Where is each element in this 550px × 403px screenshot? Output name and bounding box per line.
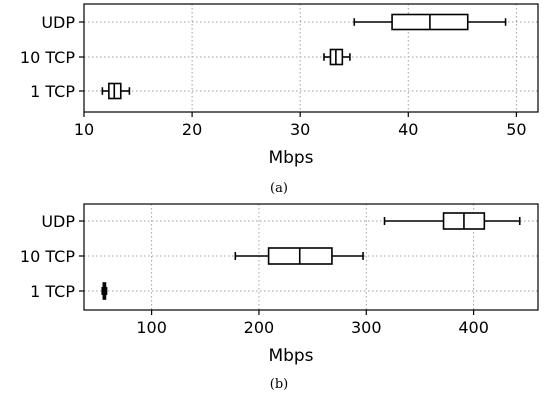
x-axis-title: Mbps xyxy=(268,148,313,168)
box-1-tcp xyxy=(101,82,131,100)
x-tick-label: 400 xyxy=(458,318,489,337)
x-tick-label: 50 xyxy=(506,120,526,139)
panel-a: 10 20 30 40 50 UDP 10 TCP 1 TCP Mbps (a) xyxy=(20,3,539,196)
y-tick-label: 1 TCP xyxy=(30,282,75,301)
box-1-tcp xyxy=(101,282,108,300)
x-tick-label: 40 xyxy=(398,120,418,139)
y-tick-label: UDP xyxy=(41,13,75,32)
box-10-tcp xyxy=(234,247,364,265)
x-axis-title: Mbps xyxy=(268,346,313,366)
x-tick-label: 30 xyxy=(290,120,310,139)
box-10-tcp xyxy=(323,48,351,66)
plot-frame xyxy=(83,203,539,311)
panel-b: 100 200 300 400 UDP 10 TCP 1 TCP Mbps (b) xyxy=(20,203,539,392)
plot-frame xyxy=(83,3,539,113)
panel-caption: (a) xyxy=(270,181,288,196)
y-tick-label: 1 TCP xyxy=(30,82,75,101)
y-tick-label: 10 TCP xyxy=(20,247,75,266)
x-tick-label: 200 xyxy=(244,318,275,337)
x-tick-label: 100 xyxy=(136,318,167,337)
box-udp xyxy=(383,212,521,230)
y-tick-label: UDP xyxy=(41,212,75,231)
box-udp xyxy=(353,13,507,31)
x-tick-label: 10 xyxy=(74,120,94,139)
y-tick-label: 10 TCP xyxy=(20,48,75,67)
panel-caption: (b) xyxy=(270,377,288,392)
x-tick-label: 20 xyxy=(182,120,202,139)
x-tick-label: 300 xyxy=(351,318,382,337)
